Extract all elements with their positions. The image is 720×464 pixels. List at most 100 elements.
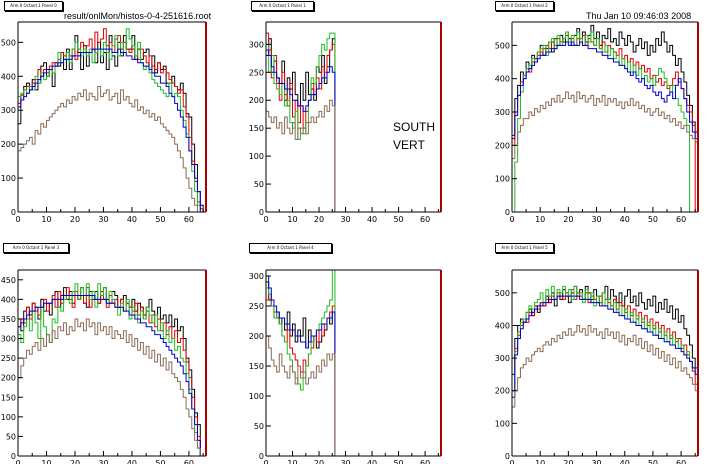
panel5-y-tick-label: 100 [495, 419, 510, 428]
panel1-x-tick-label: 0 [263, 215, 268, 224]
overlay-south: SOUTH [393, 120, 435, 134]
panel3-y-tick-label: 0 [11, 452, 16, 461]
panel-title-1: Arm 0 Octant 1 Panel 1 [251, 1, 314, 11]
panel5-series-3 [511, 295, 699, 456]
panel2-y-tick-label: 500 [495, 41, 510, 50]
panel4-x-tick-label: 60 [420, 459, 430, 464]
panel4-x-tick-label: 0 [263, 459, 268, 464]
panel0-x-tick-label: 40 [127, 215, 137, 224]
panel4-x-tick-label: 40 [367, 459, 377, 464]
panel2-x-tick-label: 50 [648, 215, 658, 224]
panel3-x-tick-label: 20 [70, 459, 80, 464]
panel2-series-4 [511, 91, 699, 212]
panel4-x-tick-label: 50 [393, 459, 403, 464]
panel4-y-tick-label: 300 [249, 272, 264, 281]
panel3-y-tick-label: 200 [1, 374, 16, 383]
panel0-x-tick-label: 30 [98, 215, 108, 224]
panel1-y-tick-label: 300 [249, 40, 264, 49]
panel3-x-tick-label: 0 [15, 459, 20, 464]
panel5-y-tick-label: 0 [505, 452, 510, 461]
panel5-series-2 [511, 285, 699, 456]
panel1-x-tick-label: 30 [340, 215, 350, 224]
panel2-y-tick-label: 300 [495, 108, 510, 117]
panel0-y-tick-label: 400 [1, 72, 16, 81]
panel1-series-3 [265, 49, 336, 212]
panel1-series-1 [265, 32, 336, 212]
panel3-y-tick-label: 150 [1, 393, 16, 402]
panel-title-4: Arm 0 Octant 1 Panel 4 [249, 243, 332, 253]
panel3-series-3 [17, 294, 206, 457]
panel4-x-tick-label: 10 [287, 459, 297, 464]
panel5-x-tick-label: 30 [591, 459, 601, 464]
panel5-x-tick-label: 0 [509, 459, 514, 464]
panel3-x-tick-label: 40 [127, 459, 137, 464]
panel2-y-tick-label: 100 [495, 175, 510, 184]
panel1-y-tick-label: 50 [254, 180, 264, 189]
panel0-series-4 [17, 85, 206, 213]
panel5-y-tick-label: 300 [495, 354, 510, 363]
panel-title-5: Arm 0 Octant 1 Panel 5 [495, 243, 554, 253]
panel4-series-3 [265, 275, 336, 456]
panel0-x-tick-label: 10 [41, 215, 51, 224]
panel2-series-2 [512, 31, 698, 213]
panel3-y-tick-label: 400 [1, 295, 16, 304]
panel3-series-0 [17, 287, 206, 457]
panel5-x-tick-label: 20 [563, 459, 573, 464]
panel3-x-tick-label: 50 [155, 459, 165, 464]
panel1-x-tick-label: 60 [420, 215, 430, 224]
panel1-x-tick-label: 10 [287, 215, 297, 224]
panel1-y-tick-label: 150 [249, 124, 264, 133]
panel2-x-tick-label: 60 [676, 215, 686, 224]
panel4-y-tick-label: 0 [259, 452, 264, 461]
panel0-x-tick-label: 50 [155, 215, 165, 224]
panel5-y-tick-label: 500 [495, 289, 510, 298]
panel1-y-tick-label: 100 [249, 152, 264, 161]
panel5-y-tick-label: 400 [495, 321, 510, 330]
panel5-y-tick-label: 200 [495, 387, 510, 396]
panel4-y-tick-label: 150 [249, 362, 264, 371]
panel4-x-tick-label: 30 [340, 459, 350, 464]
panel2-x-tick-label: 0 [509, 215, 514, 224]
panel0-y-tick-label: 300 [1, 106, 16, 115]
panel1-x-tick-label: 20 [314, 215, 324, 224]
panel0-y-tick-label: 500 [1, 38, 16, 47]
panel1-x-tick-label: 40 [367, 215, 377, 224]
panel1-series-4 [265, 99, 336, 212]
panel3-x-tick-label: 60 [184, 459, 194, 464]
panel4-series-2 [265, 269, 336, 456]
panel4-y-tick-label: 250 [249, 302, 264, 311]
panel1-y-tick-label: 250 [249, 68, 264, 77]
panel2-x-tick-label: 30 [591, 215, 601, 224]
panel1-x-tick-label: 50 [393, 215, 403, 224]
panel2-series-3 [511, 41, 699, 212]
panel2-series-1 [511, 34, 698, 213]
panel5-series-4 [511, 324, 699, 456]
panel3-y-tick-label: 100 [1, 413, 16, 422]
panel3-y-tick-label: 350 [1, 315, 16, 324]
file-path: result/onlMon/histos-0-4-251616.root [64, 11, 212, 21]
panel5-x-tick-label: 40 [620, 459, 630, 464]
panel0-x-tick-label: 0 [15, 215, 20, 224]
panel0-y-tick-label: 100 [1, 174, 16, 183]
panel-title-2: Arm 0 Octant 1 Panel 2 [495, 1, 554, 11]
overlay-vert: VERT [393, 138, 425, 152]
panel0-y-tick-label: 0 [11, 208, 16, 217]
panel5-x-tick-label: 10 [535, 459, 545, 464]
panel1-y-tick-label: 200 [249, 96, 264, 105]
panel-title-0: Arm 0 Octant 1 Panel 0 [4, 1, 63, 11]
panel3-x-tick-label: 10 [41, 459, 51, 464]
panel2-x-tick-label: 20 [563, 215, 573, 224]
panel0-x-tick-label: 20 [70, 215, 80, 224]
timestamp: Thu Jan 10 09:46:03 2008 [586, 11, 692, 21]
panel5-series-0 [511, 285, 699, 456]
panel2-x-tick-label: 10 [535, 215, 545, 224]
panel4-series-4 [265, 335, 336, 456]
panel2-y-tick-label: 0 [505, 208, 510, 217]
panel3-x-tick-label: 30 [98, 459, 108, 464]
panel4-y-tick-label: 100 [249, 392, 264, 401]
panel5-series-1 [511, 289, 699, 456]
panel4-x-tick-label: 20 [314, 459, 324, 464]
panel3-y-tick-label: 250 [1, 354, 16, 363]
panel3-y-tick-label: 300 [1, 335, 16, 344]
panel2-x-tick-label: 40 [620, 215, 630, 224]
